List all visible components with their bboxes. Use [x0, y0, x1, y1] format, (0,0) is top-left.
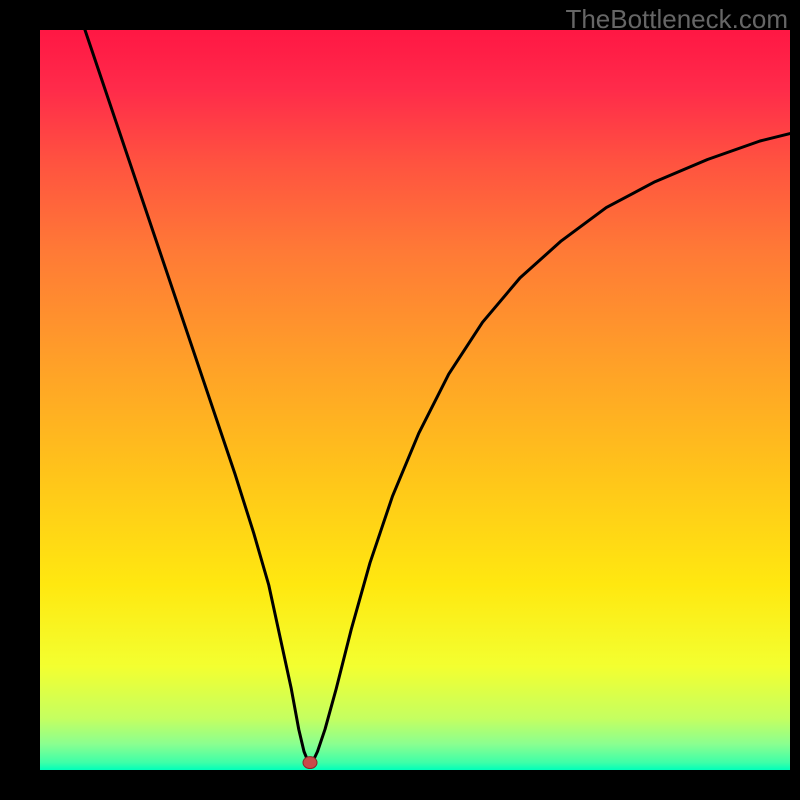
optimal-point-marker	[303, 757, 317, 769]
bottleneck-chart	[0, 0, 800, 800]
watermark-text: TheBottleneck.com	[565, 4, 788, 35]
plot-area	[40, 30, 790, 770]
chart-container: TheBottleneck.com	[0, 0, 800, 800]
